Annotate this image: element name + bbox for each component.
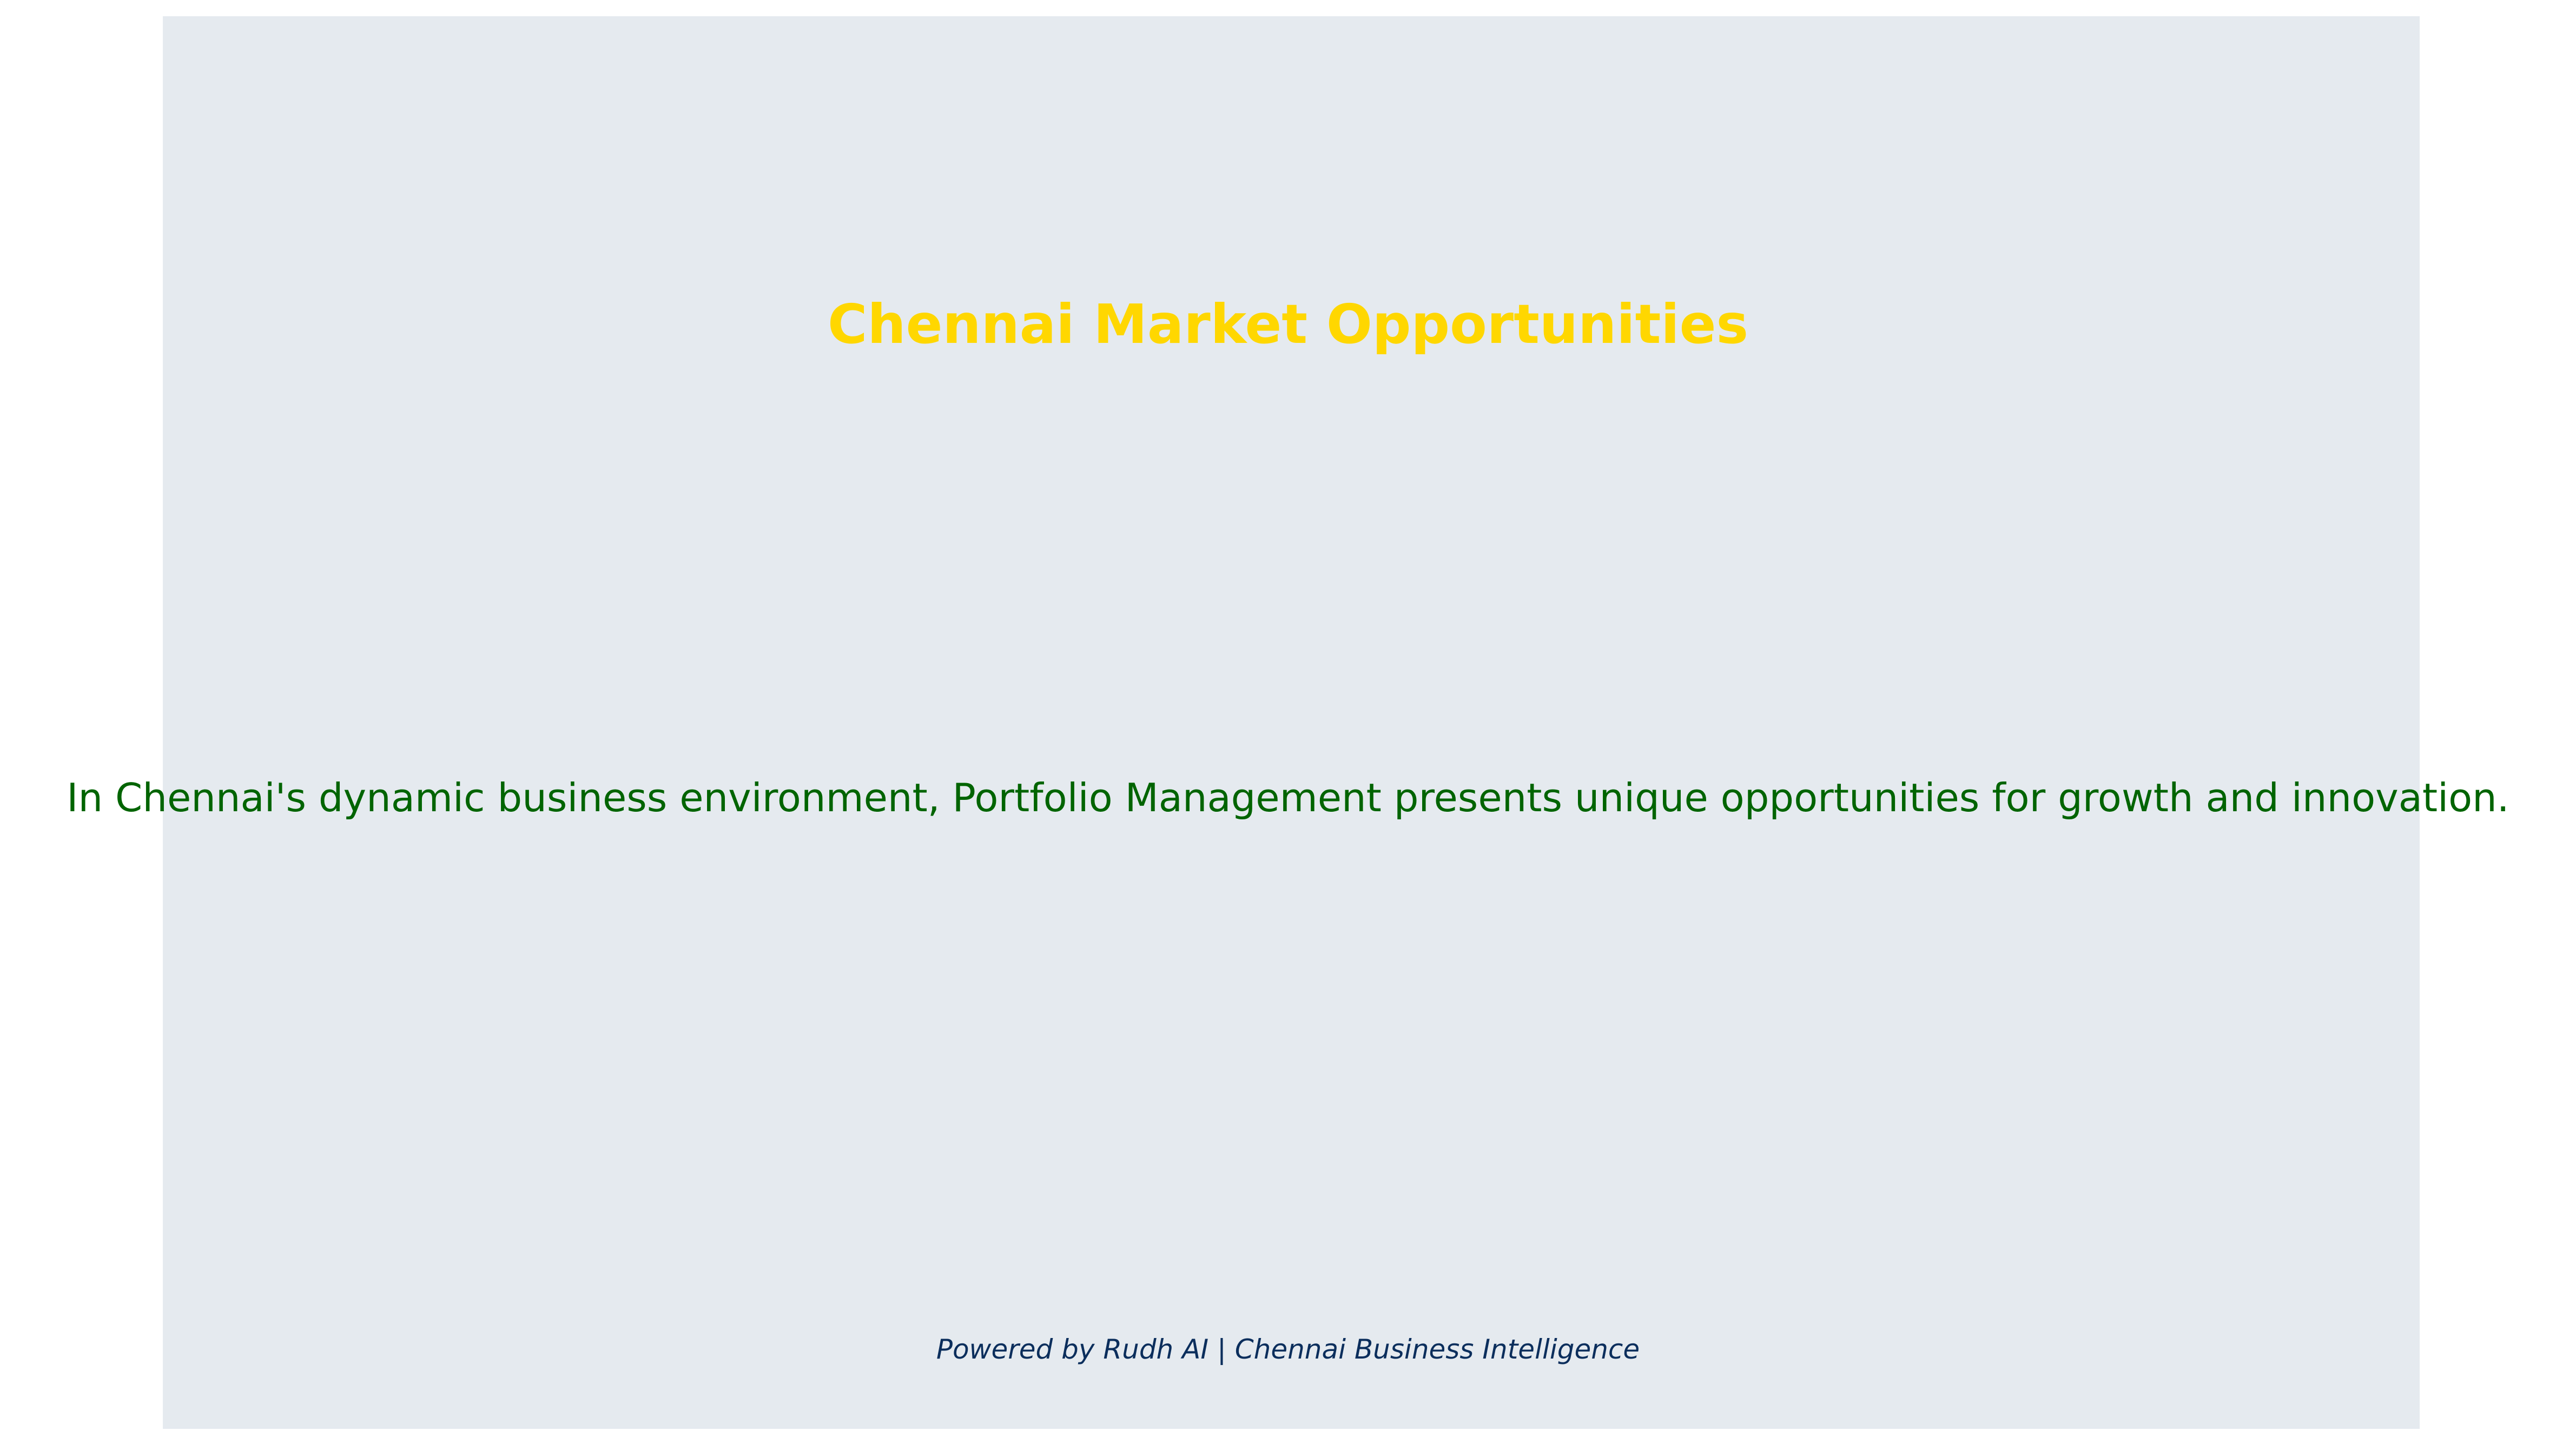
slide-footer: Powered by Rudh AI | Chennai Business In… — [936, 1334, 1640, 1365]
slide-title: Chennai Market Opportunities — [827, 293, 1748, 356]
slide-body-text: In Chennai's dynamic business environmen… — [67, 775, 2509, 820]
slide-panel — [163, 16, 2420, 1429]
